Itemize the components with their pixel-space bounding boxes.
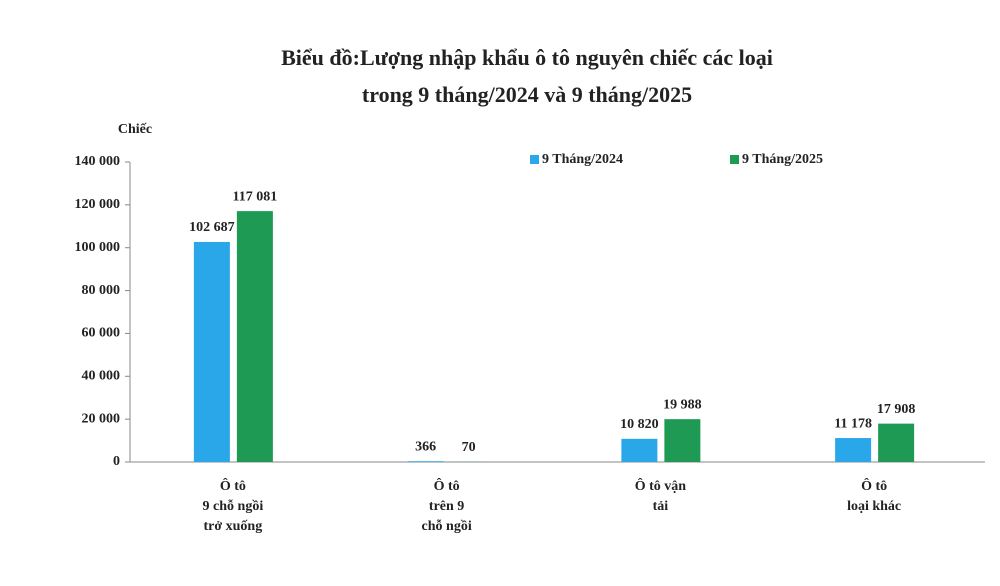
y-tick-label: 80 000 bbox=[82, 283, 121, 298]
x-tick-label: tải bbox=[653, 499, 669, 514]
legend-label: 9 Tháng/2025 bbox=[742, 152, 823, 167]
y-tick-label: 100 000 bbox=[75, 240, 121, 255]
value-label: 102 687 bbox=[189, 220, 235, 235]
y-tick-label: 40 000 bbox=[82, 369, 121, 384]
bar bbox=[664, 419, 701, 462]
x-tick-label: chỗ ngồi bbox=[422, 518, 472, 534]
value-label: 70 bbox=[462, 440, 476, 455]
bar bbox=[835, 438, 872, 462]
x-tick-label: Ô tô bbox=[220, 477, 246, 494]
x-tick-label: Ô tô bbox=[434, 477, 460, 494]
value-label: 19 988 bbox=[663, 397, 702, 412]
y-tick-label: 120 000 bbox=[75, 197, 121, 212]
value-label: 17 908 bbox=[877, 402, 916, 417]
x-tick-label: trên 9 bbox=[429, 499, 464, 514]
value-label: 11 178 bbox=[834, 416, 872, 431]
bar bbox=[236, 211, 273, 462]
bar bbox=[878, 423, 915, 462]
value-label: 10 820 bbox=[620, 417, 659, 432]
y-axis-label: Chiếc bbox=[118, 122, 152, 137]
chart-title: trong 9 tháng/2024 và 9 tháng/2025 bbox=[362, 82, 692, 107]
value-label: 366 bbox=[415, 439, 436, 454]
x-tick-label: 9 chỗ ngồi bbox=[203, 498, 264, 514]
y-tick-label: 0 bbox=[113, 454, 120, 469]
x-tick-label: trở xuống bbox=[204, 519, 263, 534]
value-label: 117 081 bbox=[233, 189, 278, 204]
y-tick-label: 140 000 bbox=[75, 154, 121, 169]
y-tick-label: 60 000 bbox=[82, 326, 121, 341]
y-tick-label: 20 000 bbox=[82, 411, 121, 426]
x-tick-label: Ô tô bbox=[861, 477, 887, 494]
x-tick-label: loại khác bbox=[847, 499, 901, 514]
x-tick-label: Ô tô vận bbox=[635, 477, 687, 494]
bar bbox=[193, 241, 230, 462]
legend-label: 9 Tháng/2024 bbox=[542, 152, 623, 167]
legend-swatch bbox=[530, 155, 539, 164]
bar bbox=[407, 461, 444, 462]
chart-title: Biểu đồ:Lượng nhập khẩu ô tô nguyên chiế… bbox=[281, 45, 773, 70]
bar bbox=[621, 438, 658, 462]
legend-swatch bbox=[730, 155, 739, 164]
